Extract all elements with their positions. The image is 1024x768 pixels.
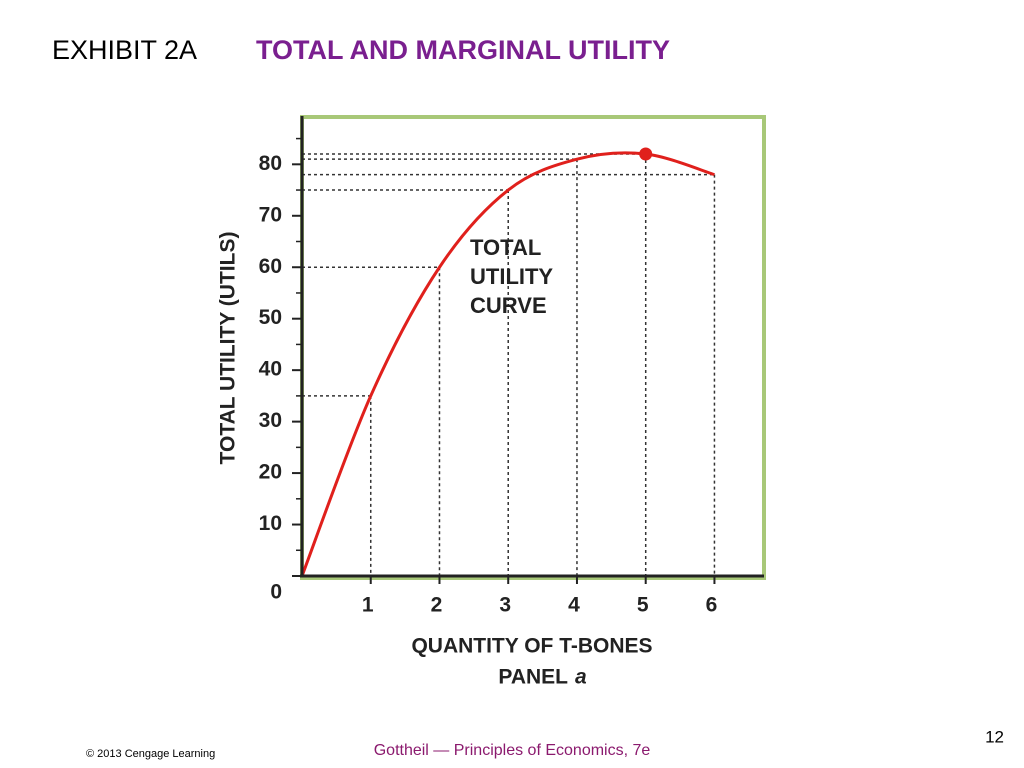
panel-label: PANEL: [498, 666, 568, 689]
x-tick-label: 3: [499, 594, 511, 617]
panel-letter: a: [575, 666, 587, 689]
curve-annotation: CURVE: [470, 293, 547, 318]
x-tick-label: 2: [431, 594, 443, 617]
x-tick-label: 4: [568, 594, 580, 617]
x-tick-label: 6: [706, 594, 718, 617]
highlight-point: [639, 147, 653, 161]
y-tick-label: 40: [259, 358, 282, 381]
y-tick-label: 60: [259, 255, 282, 278]
plot-frame: [300, 115, 766, 580]
y-tick-label: 50: [259, 306, 282, 329]
y-tick-label: 10: [259, 512, 282, 535]
x-tick-label: 1: [362, 594, 374, 617]
y-tick-label: 80: [259, 152, 282, 175]
curve-annotation: UTILITY: [470, 264, 553, 289]
book-title: Gottheil — Principles of Economics, 7e: [374, 742, 651, 759]
exhibit-label: EXHIBIT 2A: [52, 35, 197, 65]
x-tick-label: 5: [637, 594, 649, 617]
page-number: 12: [985, 727, 1004, 746]
copyright: © 2013 Cengage Learning: [86, 748, 215, 760]
y-axis-label: TOTAL UTILITY (UTILS): [217, 232, 240, 465]
chart-title: TOTAL AND MARGINAL UTILITY: [256, 35, 670, 65]
y-tick-label: 20: [259, 461, 282, 484]
x-axis-label: QUANTITY OF T-BONES: [411, 635, 652, 658]
y-tick-label: 70: [259, 203, 282, 226]
y-tick-label: 0: [270, 581, 282, 604]
y-tick-label: 30: [259, 409, 282, 432]
curve-annotation: TOTAL: [470, 235, 541, 260]
